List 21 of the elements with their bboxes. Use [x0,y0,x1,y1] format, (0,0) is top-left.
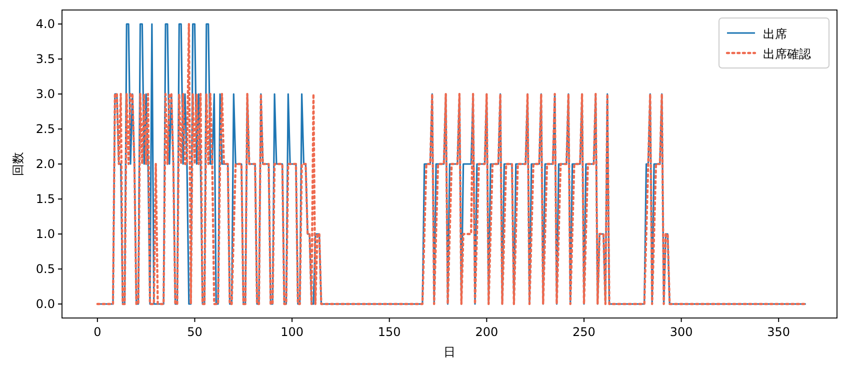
x-tick-label: 350 [767,325,790,339]
y-tick-label: 0.0 [36,297,55,311]
x-tick-label: 200 [475,325,498,339]
y-tick-label: 2.5 [36,122,55,136]
x-tick-label: 300 [670,325,693,339]
legend-label: 出席 [763,27,787,41]
y-tick-label: 0.5 [36,262,55,276]
y-tick-label: 3.0 [36,87,55,101]
y-tick-label: 4.0 [36,17,55,31]
legend-label: 出席確認 [763,47,811,61]
y-tick-label: 1.5 [36,192,55,206]
y-tick-label: 2.0 [36,157,55,171]
y-axis-title: 回数 [11,152,25,176]
x-tick-label: 150 [378,325,401,339]
x-tick-label: 250 [572,325,596,339]
y-tick-label: 3.5 [36,52,55,66]
x-tick-label: 50 [187,325,202,339]
x-tick-label: 100 [280,325,304,339]
x-axis-title: 日 [444,345,456,359]
y-tick-label: 1.0 [36,227,55,241]
x-tick-label: 0 [94,325,102,339]
